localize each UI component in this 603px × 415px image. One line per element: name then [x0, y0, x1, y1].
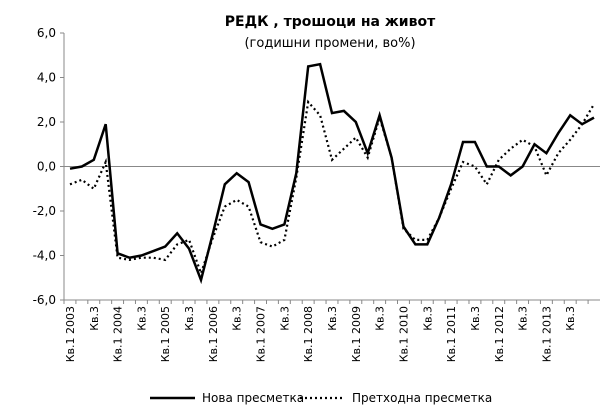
y-tick-label: 6,0 — [37, 26, 56, 40]
y-tick-label: -6,0 — [33, 293, 56, 307]
series-line — [69, 99, 595, 277]
chart-title: РЕДК , трошоци на живот — [225, 14, 436, 30]
x-tick-label: Кв.1 2008 — [302, 306, 315, 362]
x-tick-label: Кв.3 — [278, 306, 291, 331]
x-tick-label: Кв.1 2012 — [493, 306, 506, 362]
x-tick-label: Кв.1 2003 — [64, 306, 77, 362]
y-tick-label: -4,0 — [33, 249, 56, 263]
x-tick-label: Кв.3 — [88, 306, 101, 331]
series-line — [69, 62, 595, 285]
x-tick-label: Кв.3 — [517, 306, 530, 331]
chart-subtitle: (годишни промени, во%) — [244, 36, 415, 51]
x-tick-label: Кв.1 2010 — [397, 306, 410, 362]
x-tick-label: Кв.1 2011 — [445, 306, 458, 362]
x-tick-label: Кв.3 — [231, 306, 244, 331]
x-tick-label: Кв.1 2004 — [112, 306, 125, 362]
x-tick-label: Кв.3 — [326, 306, 339, 331]
legend-label: Нова пресметка — [202, 391, 304, 405]
y-tick-label: 4,0 — [37, 71, 56, 85]
x-tick-label: Кв.3 — [421, 306, 434, 331]
x-tick-label: Кв.1 2005 — [159, 306, 172, 362]
x-tick-label: Кв.1 2007 — [255, 306, 268, 362]
x-tick-label: Кв.1 2013 — [540, 306, 553, 362]
y-tick-label: -2,0 — [33, 204, 56, 218]
x-tick-label: Кв.3 — [469, 306, 482, 331]
x-tick-label: Кв.3 — [564, 306, 577, 331]
x-tick-label: Кв.1 2006 — [207, 306, 220, 362]
x-tick-label: Кв.3 — [135, 306, 148, 331]
x-tick-label: Кв.1 2009 — [350, 306, 363, 362]
x-tick-label: Кв.3 — [183, 306, 196, 331]
y-tick-label: 2,0 — [37, 115, 56, 129]
legend-label: Претходна пресметка — [352, 391, 492, 405]
y-tick-label: 0,0 — [37, 160, 56, 174]
x-tick-label: Кв.3 — [374, 306, 387, 331]
